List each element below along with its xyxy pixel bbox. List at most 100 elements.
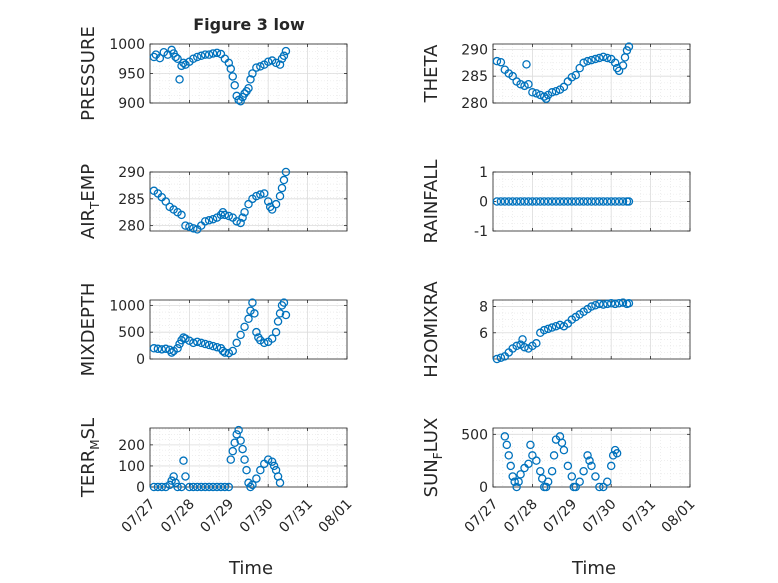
data-series (492, 197, 634, 206)
data-point (551, 86, 561, 96)
data-point (618, 298, 628, 307)
data-point (149, 52, 159, 62)
data-point (547, 466, 557, 476)
data-series (492, 298, 634, 364)
x-axis-label-left: Time (228, 558, 273, 579)
x-tick-label: 07/30 (237, 496, 277, 536)
data-point (275, 309, 285, 318)
data-point (555, 320, 565, 330)
data-point (595, 299, 604, 309)
data-point (579, 197, 588, 206)
data-point (539, 325, 549, 335)
data-point (547, 197, 557, 206)
data-point (275, 60, 285, 69)
data-point (279, 298, 289, 307)
data-point (587, 197, 596, 206)
data-point (273, 317, 283, 326)
data-point (189, 224, 198, 233)
data-point (532, 339, 541, 348)
data-point (587, 302, 596, 311)
data-point (532, 89, 541, 98)
data-point (204, 50, 214, 59)
x-tick-label: 07/29 (197, 496, 237, 536)
data-point (200, 50, 210, 59)
data-point (177, 210, 186, 220)
data-point (547, 88, 557, 97)
y-tick-label: 285 (461, 69, 488, 85)
data-point (179, 456, 188, 465)
y-axis-label: H2OMIXRA (421, 281, 442, 378)
data-point (220, 348, 230, 357)
data-point (516, 470, 525, 479)
data-point (240, 207, 249, 217)
data-point (610, 197, 620, 206)
data-point (193, 52, 202, 62)
minor-grid (149, 300, 348, 360)
data-point (524, 79, 533, 89)
x-tick-label: 07/31 (619, 496, 659, 536)
data-point (591, 197, 600, 206)
data-point (267, 205, 277, 214)
data-point (181, 221, 190, 230)
data-point (230, 438, 239, 447)
data-point (208, 341, 218, 351)
data-point (583, 197, 592, 206)
data-point (153, 344, 163, 354)
data-point (549, 451, 559, 460)
data-point (528, 88, 537, 97)
data-point (536, 466, 545, 476)
data-point (179, 58, 188, 68)
axes-box (492, 427, 691, 488)
data-point (204, 340, 214, 350)
data-point (492, 197, 502, 206)
y-tick-label: 100 (118, 459, 145, 475)
data-point (240, 322, 249, 332)
y-tick-label: 285 (118, 192, 145, 208)
data-point (155, 53, 165, 63)
data-point (543, 324, 553, 334)
data-point (224, 211, 234, 221)
x-tick-label: 07/30 (580, 496, 620, 536)
data-point (599, 197, 608, 206)
data-point (269, 461, 279, 471)
data-point (260, 189, 269, 198)
data-point (624, 299, 634, 308)
data-point (171, 478, 180, 488)
data-point (579, 466, 588, 476)
data-point (232, 430, 241, 439)
data-point (220, 482, 230, 492)
data-point (246, 482, 255, 492)
data-point (508, 71, 517, 81)
subplot-4: -1 0 1 RAINFALL (421, 160, 691, 243)
y-axis-label: TERRMSL (78, 418, 102, 498)
data-point (510, 477, 519, 486)
data-point (277, 183, 287, 193)
y-tick-label: 0 (479, 480, 488, 496)
y-tick-label: 8 (479, 300, 488, 316)
data-point (532, 197, 541, 206)
data-point (224, 58, 234, 68)
data-point (196, 338, 206, 348)
data-point (571, 197, 580, 206)
data-point (212, 342, 222, 352)
y-tick-label: 500 (461, 427, 488, 443)
data-point (177, 482, 186, 492)
data-point (185, 222, 194, 231)
y-tick-label: 1000 (109, 298, 145, 314)
data-point (238, 444, 247, 454)
data-point (234, 425, 243, 435)
data-point (575, 477, 584, 486)
data-point (267, 457, 277, 466)
data-point (173, 54, 182, 64)
data-point (256, 62, 265, 71)
data-point (599, 52, 608, 62)
data-point (516, 197, 525, 206)
data-point (281, 46, 291, 56)
y-tick-label: 950 (118, 67, 145, 83)
data-point (204, 216, 214, 225)
data-point (585, 456, 594, 465)
y-axis-label: THETA (421, 44, 442, 104)
data-point (236, 436, 245, 445)
y-tick-label: 1000 (109, 37, 145, 53)
